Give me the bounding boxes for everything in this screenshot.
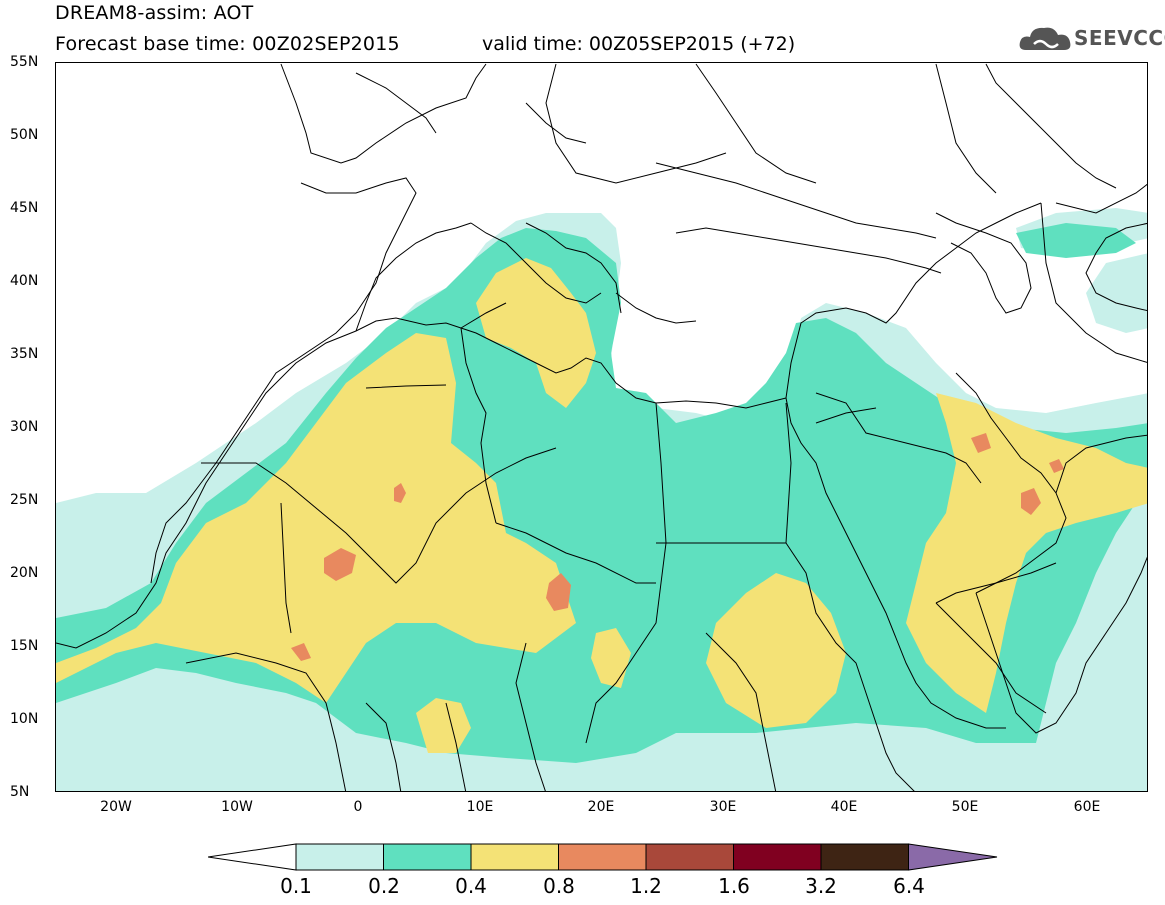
colorbar-under-triangle [207,843,297,871]
lat-label-5n: 5N [10,784,30,800]
lon-label-60e: 60E [1073,799,1101,815]
lon-label-20w: 20W [100,799,132,815]
lat-label-50n: 50N [10,127,39,143]
colorbar-over-triangle [908,843,998,871]
aot-map [55,62,1148,792]
lat-label-10n: 10N [10,711,39,727]
aot-level-0.4-region [706,573,846,728]
lat-label-40n: 40N [10,273,39,289]
lon-label-10w: 10W [221,799,253,815]
colorbar-segment-1.6-3.2 [733,843,822,871]
lat-label-15n: 15N [10,638,39,654]
aot-level-0.8-region [394,483,406,503]
colorbar-label-0.2: 0.2 [368,874,400,898]
lat-label-55n: 55N [10,54,39,70]
lat-label-45n: 45N [10,200,39,216]
lon-label-30e: 30E [709,799,737,815]
lon-label-20e: 20E [587,799,615,815]
colorbar-label-1.2: 1.2 [630,874,662,898]
aot-level-0.8-region [971,433,991,453]
lat-label-35n: 35N [10,346,39,362]
colorbar-label-0.1: 0.1 [280,874,312,898]
valid-time: valid time: 00Z05SEP2015 (+72) [482,33,796,55]
logo-text: SEEVCCC [1074,26,1165,50]
lat-label-20n: 20N [10,565,39,581]
aot-level-0.8-region [546,573,571,611]
aot-level-0.2-region [1016,223,1136,258]
aot-level-0.4-region [591,628,631,688]
aot-level-0.8-region [1049,459,1064,473]
aot-level-0.8-region [1021,488,1041,515]
aot-field [56,208,1147,791]
country-borders [150,63,1147,791]
colorbar-segment-3.2-6.4 [820,843,909,871]
aot-colorbar [207,842,998,872]
colorbar-svg [207,843,998,871]
colorbar-segment-0.4-0.8 [470,843,559,871]
aot-level-0.4-region [56,333,576,703]
lat-label-30n: 30N [10,419,39,435]
colorbar-label-0.8: 0.8 [543,874,575,898]
aot-level-0.4-region [476,258,596,408]
aot-level-0.8-region [291,643,311,661]
colorbar-segment-0.8-1.2 [558,843,647,871]
lon-label-40e: 40E [830,799,858,815]
colorbar-segment-1.2-1.6 [645,843,734,871]
colorbar-label-1.6: 1.6 [718,874,750,898]
lon-label-10e: 10E [466,799,494,815]
colorbar-label-6.4: 6.4 [893,874,925,898]
forecast-base-time: Forecast base time: 00Z02SEP2015 [55,33,400,55]
lon-label-0: 0 [353,799,363,815]
chart-title: DREAM8-assim: AOT [55,2,254,24]
colorbar-label-0.4: 0.4 [455,874,487,898]
aot-level-0.8-region [324,548,356,581]
lon-label-50e: 50E [951,799,979,815]
aot-level-0.1-region [1086,253,1147,333]
colorbar-segment-0.1-0.2 [295,843,384,871]
coastlines [56,63,1147,734]
seevccc-logo: SEEVCCC [1018,22,1165,56]
colorbar-label-3.2: 3.2 [805,874,837,898]
colorbar-segment-0.2-0.4 [383,843,472,871]
aot-map-canvas [56,63,1147,791]
lat-label-25n: 25N [10,492,39,508]
cloud-icon [1019,27,1071,50]
aot-level-0.4-region [416,698,471,753]
